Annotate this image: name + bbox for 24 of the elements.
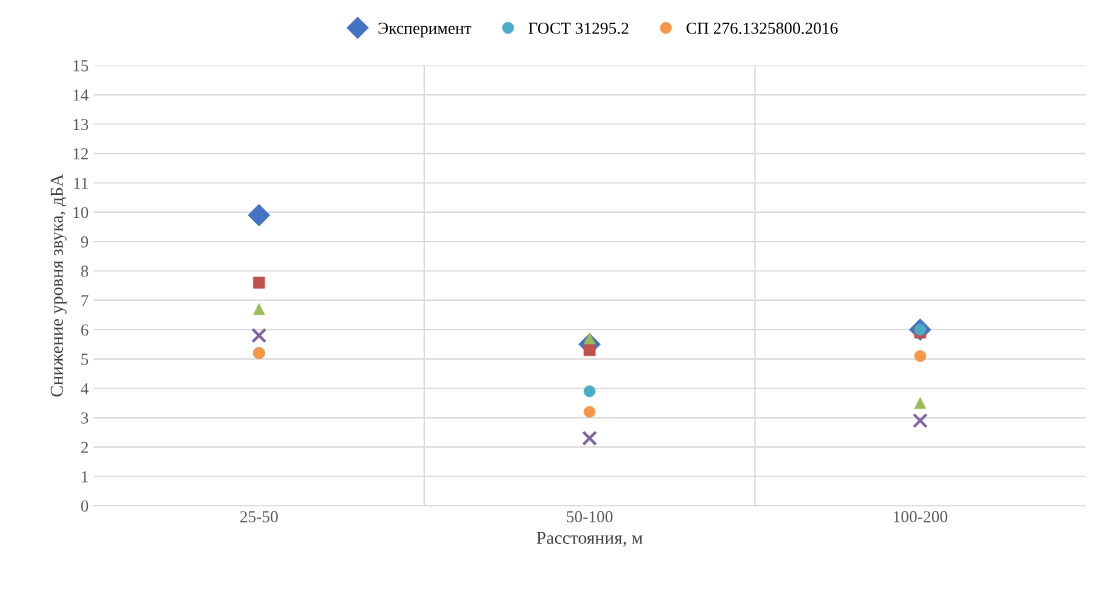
y-tick-label: 8	[81, 265, 89, 277]
x-tick-label: 50-100	[566, 511, 613, 523]
x-tick-label: 25-50	[240, 511, 278, 523]
x-tick-label: 100-200	[893, 511, 948, 523]
y-tick-label: 11	[74, 177, 88, 189]
y-tick-label: 1	[81, 471, 88, 483]
x-axis-title: Расстояния, м	[536, 531, 643, 547]
legend-label: СП 276.1325800.2016	[686, 22, 838, 34]
y-tick-label: 13	[73, 118, 89, 131]
y-axis-title: Снижение уровня звука, дБА	[50, 173, 67, 397]
y-tick-label: 15	[73, 60, 89, 72]
y-tick-label: 10	[73, 206, 89, 219]
y-tick-label: 6	[81, 324, 89, 336]
y-tick-label: 7	[81, 295, 89, 307]
y-tick-label: 9	[81, 236, 89, 248]
y-tick-label: 3	[81, 412, 89, 424]
y-tick-label: 12	[73, 148, 88, 160]
y-tick-label: 2	[81, 441, 88, 453]
y-tick-label: 4	[80, 383, 89, 395]
y-tick-label: 0	[81, 500, 89, 512]
legend-label: Эксперимент	[378, 22, 472, 38]
y-tick-label: 5	[81, 353, 89, 365]
y-tick-label: 14	[73, 89, 89, 101]
legend-label: ГОСТ 31295.2	[528, 22, 629, 34]
